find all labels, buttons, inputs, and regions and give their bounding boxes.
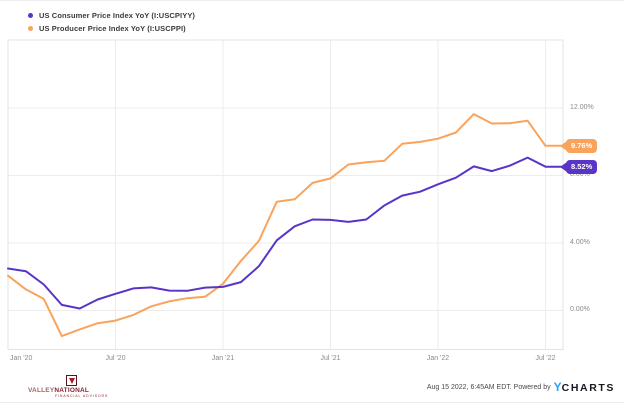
- logo-name: VALLEYNATIONAL: [28, 387, 90, 394]
- ppi-legend-label: US Producer Price Index YoY (I:USCPPI): [39, 24, 186, 33]
- timestamp: Aug 15 2022, 6:45AM EDT. Powered by: [426, 383, 551, 391]
- cpi-legend-label: US Consumer Price Index YoY (I:USCPIYY): [39, 11, 196, 20]
- ppi-line: [7, 113, 564, 338]
- y-tick-label: 4.00%: [570, 238, 590, 246]
- y-tick-label: 8.00%: [570, 171, 590, 178]
- x-tick-label: Jul '20: [105, 355, 126, 362]
- x-tick-label: Jul '22: [535, 355, 556, 362]
- ycharts-y: Y: [553, 380, 562, 394]
- x-tick-label: Jan '21: [211, 355, 235, 362]
- logo-tagline: FINANCIAL ADVISORS: [55, 394, 109, 398]
- ppi-legend-dot-icon: [28, 26, 33, 31]
- plot-border: [7, 39, 564, 350]
- valley-national-logo: VALLEYNATIONAL FINANCIAL ADVISORS: [28, 375, 140, 398]
- ycharts-charts: CHARTS: [561, 382, 615, 394]
- legend-item-cpi: US Consumer Price Index YoY (I:USCPIYY): [28, 9, 195, 22]
- legend: US Consumer Price Index YoY (I:USCPIYY) …: [28, 9, 195, 35]
- ppi-value: 9.76%: [571, 140, 593, 150]
- ycharts-logo: Y CHARTS: [554, 380, 615, 394]
- legend-item-ppi: US Producer Price Index YoY (I:USCPPI): [28, 22, 195, 35]
- cpi-legend-dot-icon: [28, 13, 33, 18]
- y-tick-label: 0.00%: [570, 306, 590, 313]
- cpi-line: [7, 156, 564, 310]
- valley-national-emblem-icon: [66, 375, 77, 386]
- x-tick-label: Jul '21: [320, 355, 341, 362]
- ppi-value-badge: 9.76%: [559, 138, 598, 153]
- x-tick-label: Jan '20: [10, 355, 33, 362]
- y-tick-label: 12.00%: [570, 103, 594, 111]
- cpi-value: 8.52%: [571, 161, 593, 171]
- cpi-value-badge: 8.52%: [559, 159, 598, 174]
- attribution: Aug 15 2022, 6:45AM EDT. Powered by Y CH…: [427, 380, 615, 394]
- x-tick-label: Jan '22: [426, 355, 450, 362]
